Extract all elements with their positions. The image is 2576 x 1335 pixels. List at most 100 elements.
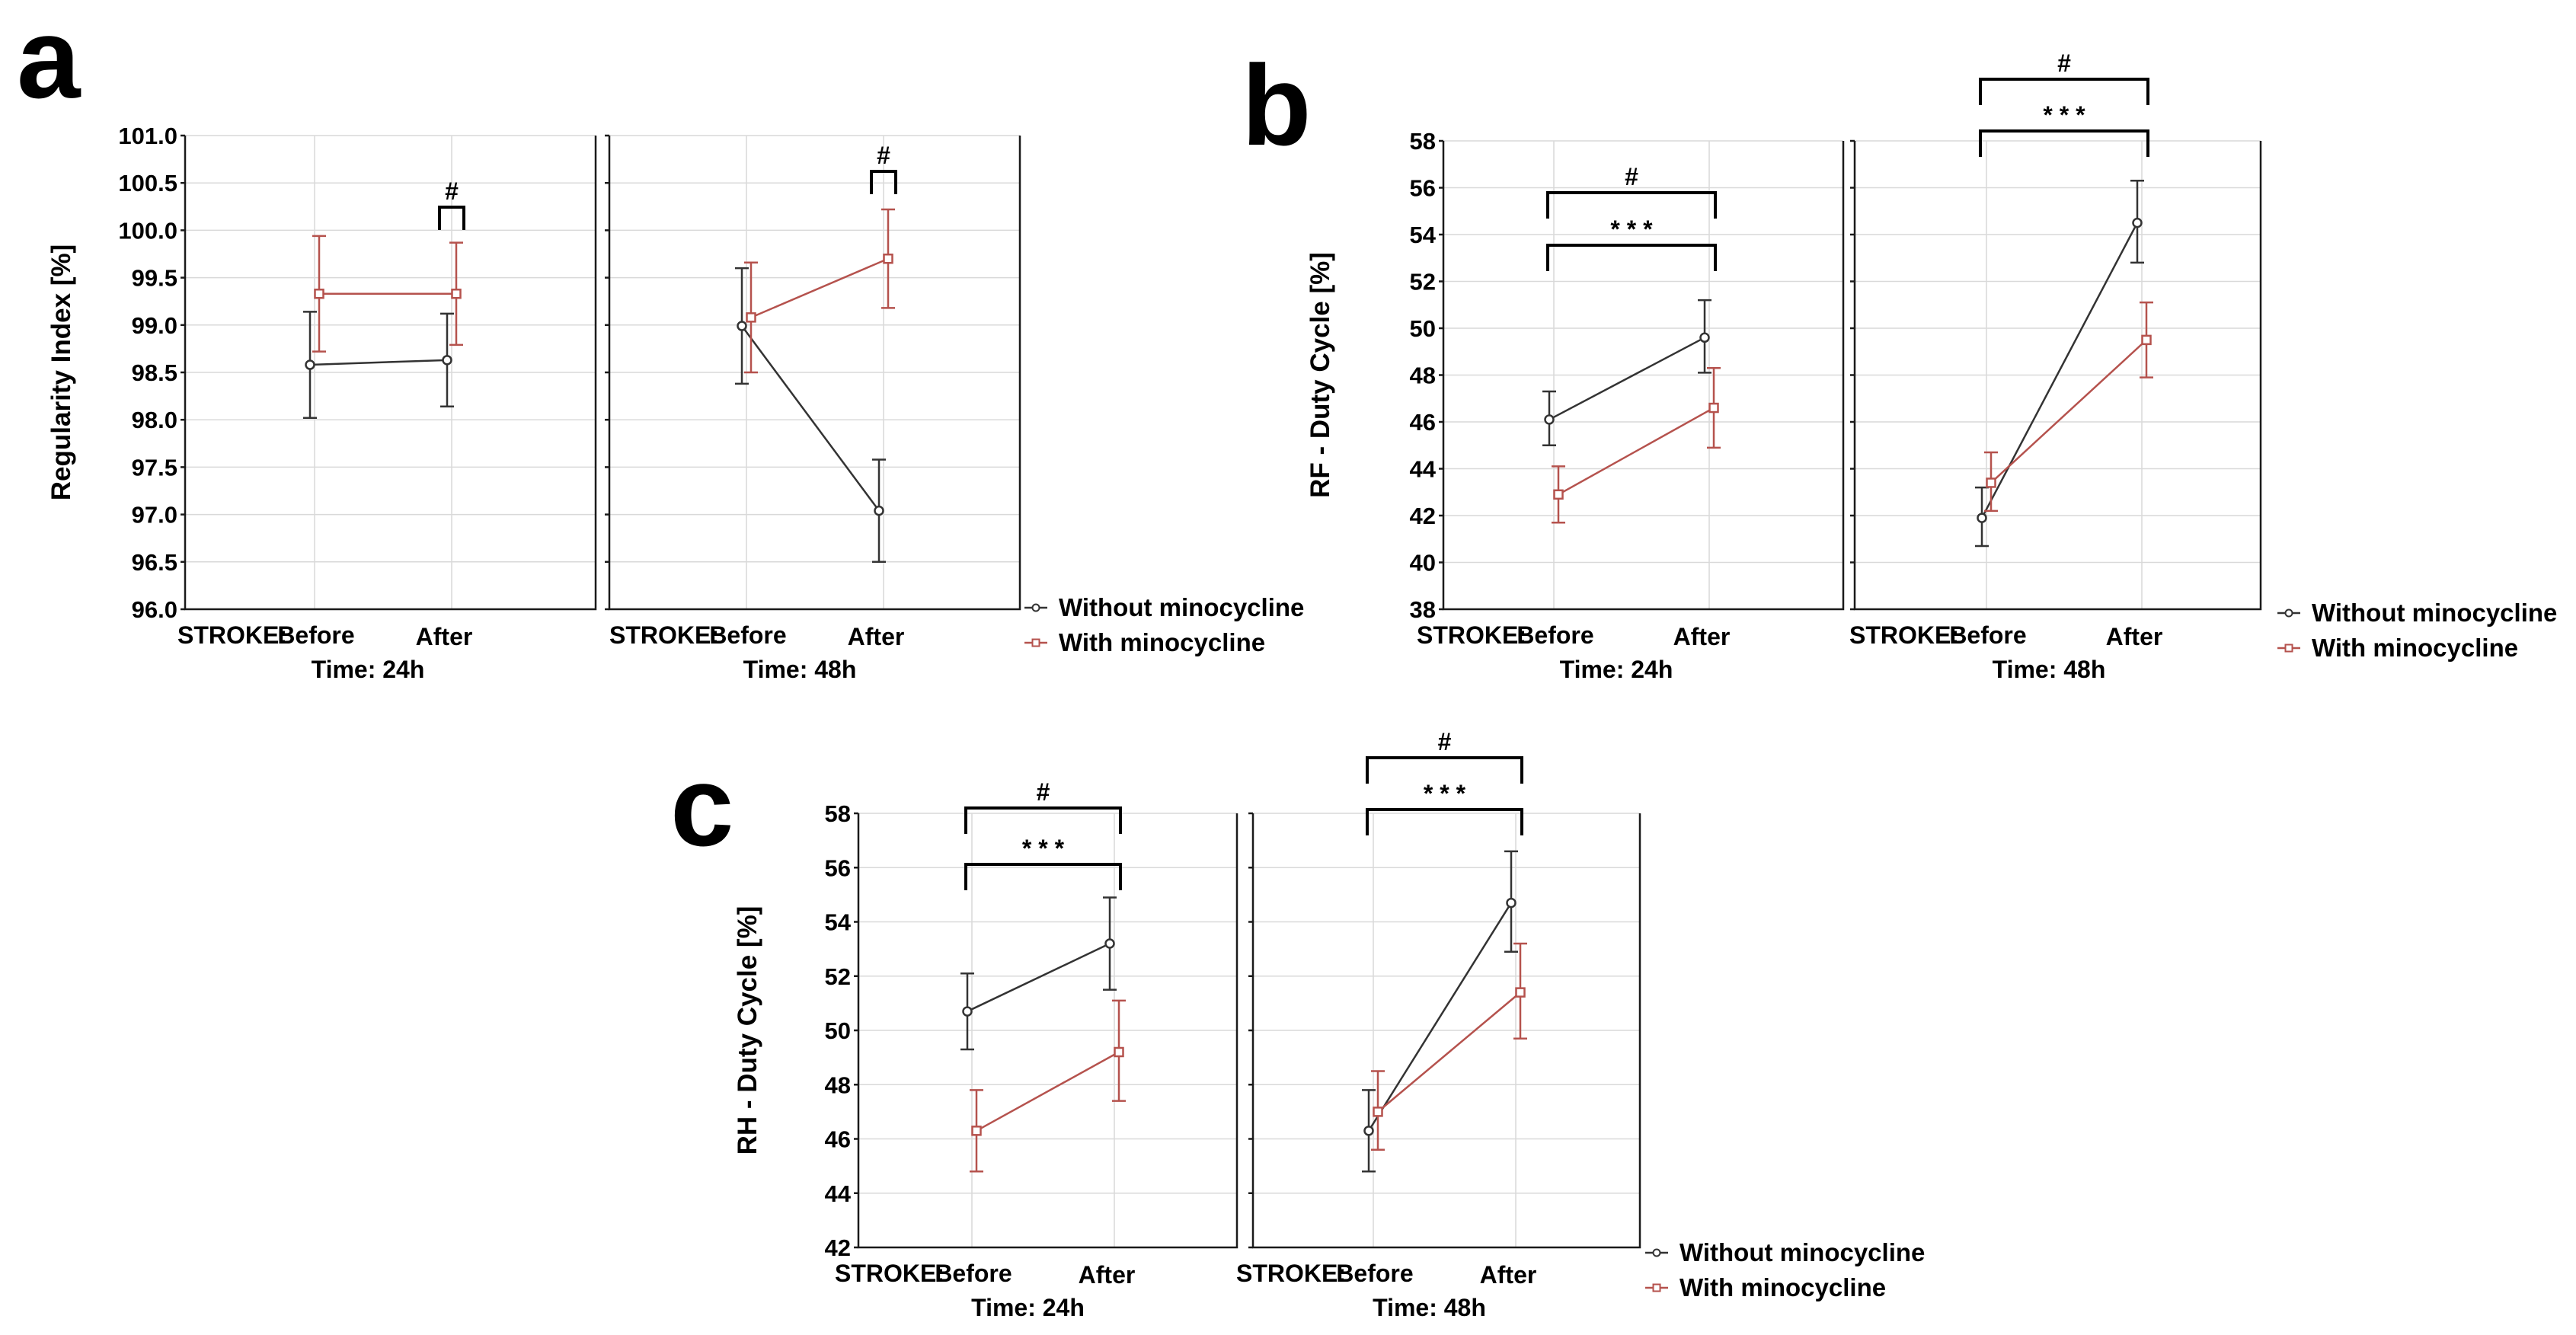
y-tick-label: 50 [1410,315,1436,342]
data-point [746,312,756,323]
data-point [737,321,747,331]
significance-bracket [1979,129,2149,157]
y-axis-label: RH - Duty Cycle [%] [733,906,762,1155]
y-tick-label: 48 [1410,362,1436,389]
significance-label: * * * [1610,216,1653,243]
legend-label: Without minocycline [2312,599,2557,627]
series-line [1558,407,1715,496]
significance-bracket [438,206,465,230]
x-tick-label: Before [277,621,354,649]
facet-prefix-label: STROKE: [1849,621,1959,649]
facet-title: Time: 48h [1993,656,2106,683]
legend-label: With minocycline [2312,634,2518,662]
y-tick-label: 40 [1410,550,1436,576]
x-tick-label: Before [1336,1260,1413,1287]
legend: Without minocycline With minocycline [1645,1238,1925,1301]
y-axis-label: Regularity Index [%] [46,244,76,500]
facet-title: Time: 48h [743,656,857,683]
data-point [2132,217,2143,228]
data-point [874,505,884,516]
facet-prefix-label: STROKE: [609,621,719,649]
y-tick-label: 46 [1410,409,1436,436]
series-without-minocycline [1362,850,1518,1173]
y-tick-label: 46 [825,1126,851,1153]
panel-letter: b [1242,41,1312,169]
facet-1: # STROKE:Before After Time: 24h [177,134,597,683]
x-tick-label: After [416,623,473,650]
series-line [976,1051,1120,1132]
x-tick-label: Before [1517,621,1593,649]
series-line [1990,339,2147,484]
series-line [1548,337,1705,421]
series-line [740,325,881,512]
facet-title: Time: 24h [312,656,425,683]
y-tick-label: 52 [1410,269,1436,295]
significance-label: # [2057,50,2071,77]
series-line [1367,902,1513,1132]
panel-letter: c [670,742,733,870]
y-tick-label: 99.0 [132,312,177,339]
x-tick-label: After [848,623,905,650]
significance-label: * * * [2043,101,2085,129]
significance-bracket [964,806,1122,834]
series-without-minocycline [735,267,886,564]
data-point [1363,1126,1374,1136]
facet-prefix-label: STROKE: [835,1260,944,1287]
legend-label: Without minocycline [1680,1238,1925,1266]
legend-marker [2284,608,2293,618]
data-point [1553,489,1564,500]
data-point [1373,1107,1383,1117]
data-point [1104,938,1115,949]
y-tick-label: 101.0 [118,123,177,149]
legend-marker [1031,603,1040,612]
x-tick-label: After [1480,1261,1537,1289]
chart-panel-c: c RH - Duty Cycle [%] 42 44 46 48 50 52 54 56 58 # *… [670,728,1925,1321]
data-point [1977,513,1987,523]
y-tick-label: 100.5 [118,170,177,196]
data-point [1506,897,1517,909]
y-tick-label: 54 [1410,222,1437,248]
y-tick-label: 52 [825,963,851,990]
y-tick-label: 56 [825,854,851,881]
facet-2: # STROKE:Before After Time: 48h [605,134,1021,683]
series-line [750,257,889,318]
series-line [967,942,1111,1013]
series-without-minocycline [960,896,1117,1051]
legend-marker [2284,644,2293,653]
series-with-minocycline [970,999,1126,1173]
facet-title: Time: 24h [1560,656,1673,683]
y-tick-label: 58 [1410,128,1436,155]
data-point [1544,414,1555,425]
x-tick-label: After [1079,1261,1136,1289]
significance-bracket [870,170,897,194]
facet-title: Time: 24h [971,1294,1085,1321]
y-tick-label: 96.5 [132,549,177,576]
chart-panel-b: b RF - Duty Cycle [%] 38 40 42 44 46 48 50 52 54 56… [1242,41,2557,683]
significance-label: * * * [1022,835,1065,862]
x-tick-label: After [1673,623,1731,650]
x-tick-label: Before [709,621,786,649]
y-tick-label: 98.0 [132,407,177,433]
data-point [305,359,315,370]
y-tick-label: 58 [825,800,851,827]
y-tick-label: 54 [825,909,852,936]
y-tick-label: 99.5 [132,265,177,292]
y-tick-label: 44 [825,1180,852,1207]
legend-label: Without minocycline [1059,593,1304,621]
facet-prefix-label: STROKE: [177,621,287,649]
chart-panel-a: a Regularity Index [%] 96.0 96.5 97.0 97.5 98.… [17,0,1304,683]
series-line [1980,222,2139,519]
x-tick-label: After [2106,623,2163,650]
x-tick-label: Before [1949,621,2026,649]
significance-bracket [1366,756,1523,784]
series-with-minocycline [312,235,463,353]
series-with-minocycline [1371,942,1527,1151]
significance-bracket [964,863,1122,890]
y-tick-label: 50 [825,1017,851,1044]
y-tick-label: 42 [1410,503,1436,529]
series-with-minocycline [1552,367,1721,524]
